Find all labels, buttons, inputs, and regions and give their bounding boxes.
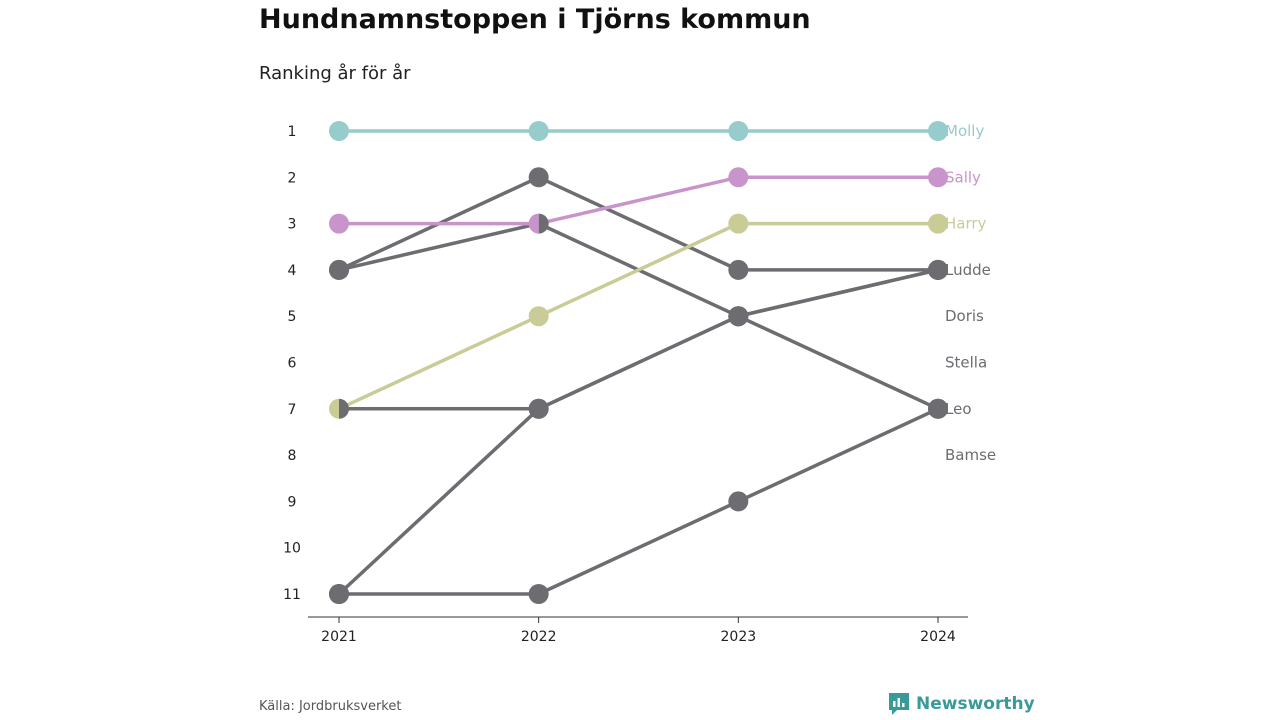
point-sally-2022 bbox=[528, 213, 539, 234]
series-label-ludde: Ludde bbox=[945, 261, 991, 279]
series-label-sally: Sally bbox=[945, 168, 981, 186]
x-tick-label: 2022 bbox=[521, 629, 557, 645]
point-leo-2023 bbox=[728, 306, 749, 327]
series-line-stella bbox=[339, 268, 939, 411]
series-lines bbox=[337, 129, 939, 596]
series-label-harry: Harry bbox=[945, 215, 987, 233]
point-molly-2024 bbox=[928, 121, 948, 141]
point-molly-2022 bbox=[528, 121, 549, 141]
y-tick-label: 4 bbox=[288, 263, 297, 279]
series-label-bamse: Bamse bbox=[945, 446, 996, 464]
y-axis-ticks: 1 2 3 4 5 6 7 8 9 10 11 bbox=[283, 124, 301, 603]
x-tick-label: 2021 bbox=[321, 629, 357, 645]
series-label-leo: Leo bbox=[945, 400, 972, 418]
series-line-harry bbox=[338, 221, 938, 411]
point-stella-2024 bbox=[928, 259, 948, 280]
source-note: Källa: Jordbruksverket bbox=[259, 699, 402, 714]
x-tick-label: 2023 bbox=[721, 629, 757, 645]
chart-title: Hundnamnstoppen i Tjörns kommun bbox=[259, 4, 811, 35]
point-stella-2022 bbox=[528, 398, 549, 419]
point-molly-2021 bbox=[329, 121, 349, 141]
y-tick-label: 6 bbox=[288, 356, 297, 372]
y-tick-label: 5 bbox=[288, 309, 297, 325]
point-leo-2021 bbox=[329, 259, 349, 280]
y-tick-label: 8 bbox=[288, 448, 297, 464]
brand-name: Newsworthy bbox=[916, 694, 1035, 714]
series-line-doris bbox=[337, 268, 939, 596]
series-line-bamse bbox=[339, 407, 939, 596]
y-tick-label: 11 bbox=[283, 587, 301, 603]
point-bamse-2024 bbox=[928, 398, 948, 419]
point-sally-2024 bbox=[928, 167, 948, 188]
series-line-leo bbox=[338, 221, 939, 411]
point-bamse-2023 bbox=[728, 491, 749, 512]
point-harry-2024 bbox=[928, 213, 948, 234]
x-tick-label: 2024 bbox=[920, 629, 956, 645]
bar-chart-logo-icon bbox=[889, 693, 909, 715]
point-sally-2021 bbox=[329, 213, 349, 234]
series-label-molly: Molly bbox=[945, 122, 984, 140]
point-ludde-2023 bbox=[728, 259, 749, 280]
point-sally-2023 bbox=[728, 167, 749, 188]
series-label-stella: Stella bbox=[945, 354, 987, 372]
point-stella-2021 bbox=[339, 398, 349, 419]
point-bamse-2021 bbox=[329, 584, 349, 604]
point-bamse-2022 bbox=[528, 584, 549, 604]
newsworthy-brand[interactable]: Newsworthy bbox=[888, 692, 1035, 716]
y-tick-label: 1 bbox=[288, 124, 297, 140]
point-leo-2022 bbox=[538, 213, 549, 234]
series-label-doris: Doris bbox=[945, 307, 984, 325]
x-axis: 2021 2022 2023 2024 bbox=[308, 616, 968, 645]
series-line-sally bbox=[339, 175, 938, 226]
y-tick-label: 2 bbox=[288, 170, 297, 186]
point-harry-2023 bbox=[728, 213, 749, 234]
point-harry-2021 bbox=[329, 398, 339, 419]
y-tick-label: 3 bbox=[288, 217, 297, 233]
y-tick-label: 7 bbox=[288, 402, 297, 418]
y-tick-label: 9 bbox=[288, 494, 297, 510]
chart-subtitle: Ranking år för år bbox=[259, 63, 411, 84]
series-points bbox=[329, 121, 948, 604]
point-molly-2023 bbox=[728, 121, 749, 141]
y-tick-label: 10 bbox=[283, 541, 301, 557]
point-harry-2022 bbox=[528, 306, 549, 327]
series-labels: Molly Sally Harry Ludde Doris Stella Leo Bamse bbox=[945, 122, 996, 464]
point-ludde-2022 bbox=[528, 167, 549, 188]
